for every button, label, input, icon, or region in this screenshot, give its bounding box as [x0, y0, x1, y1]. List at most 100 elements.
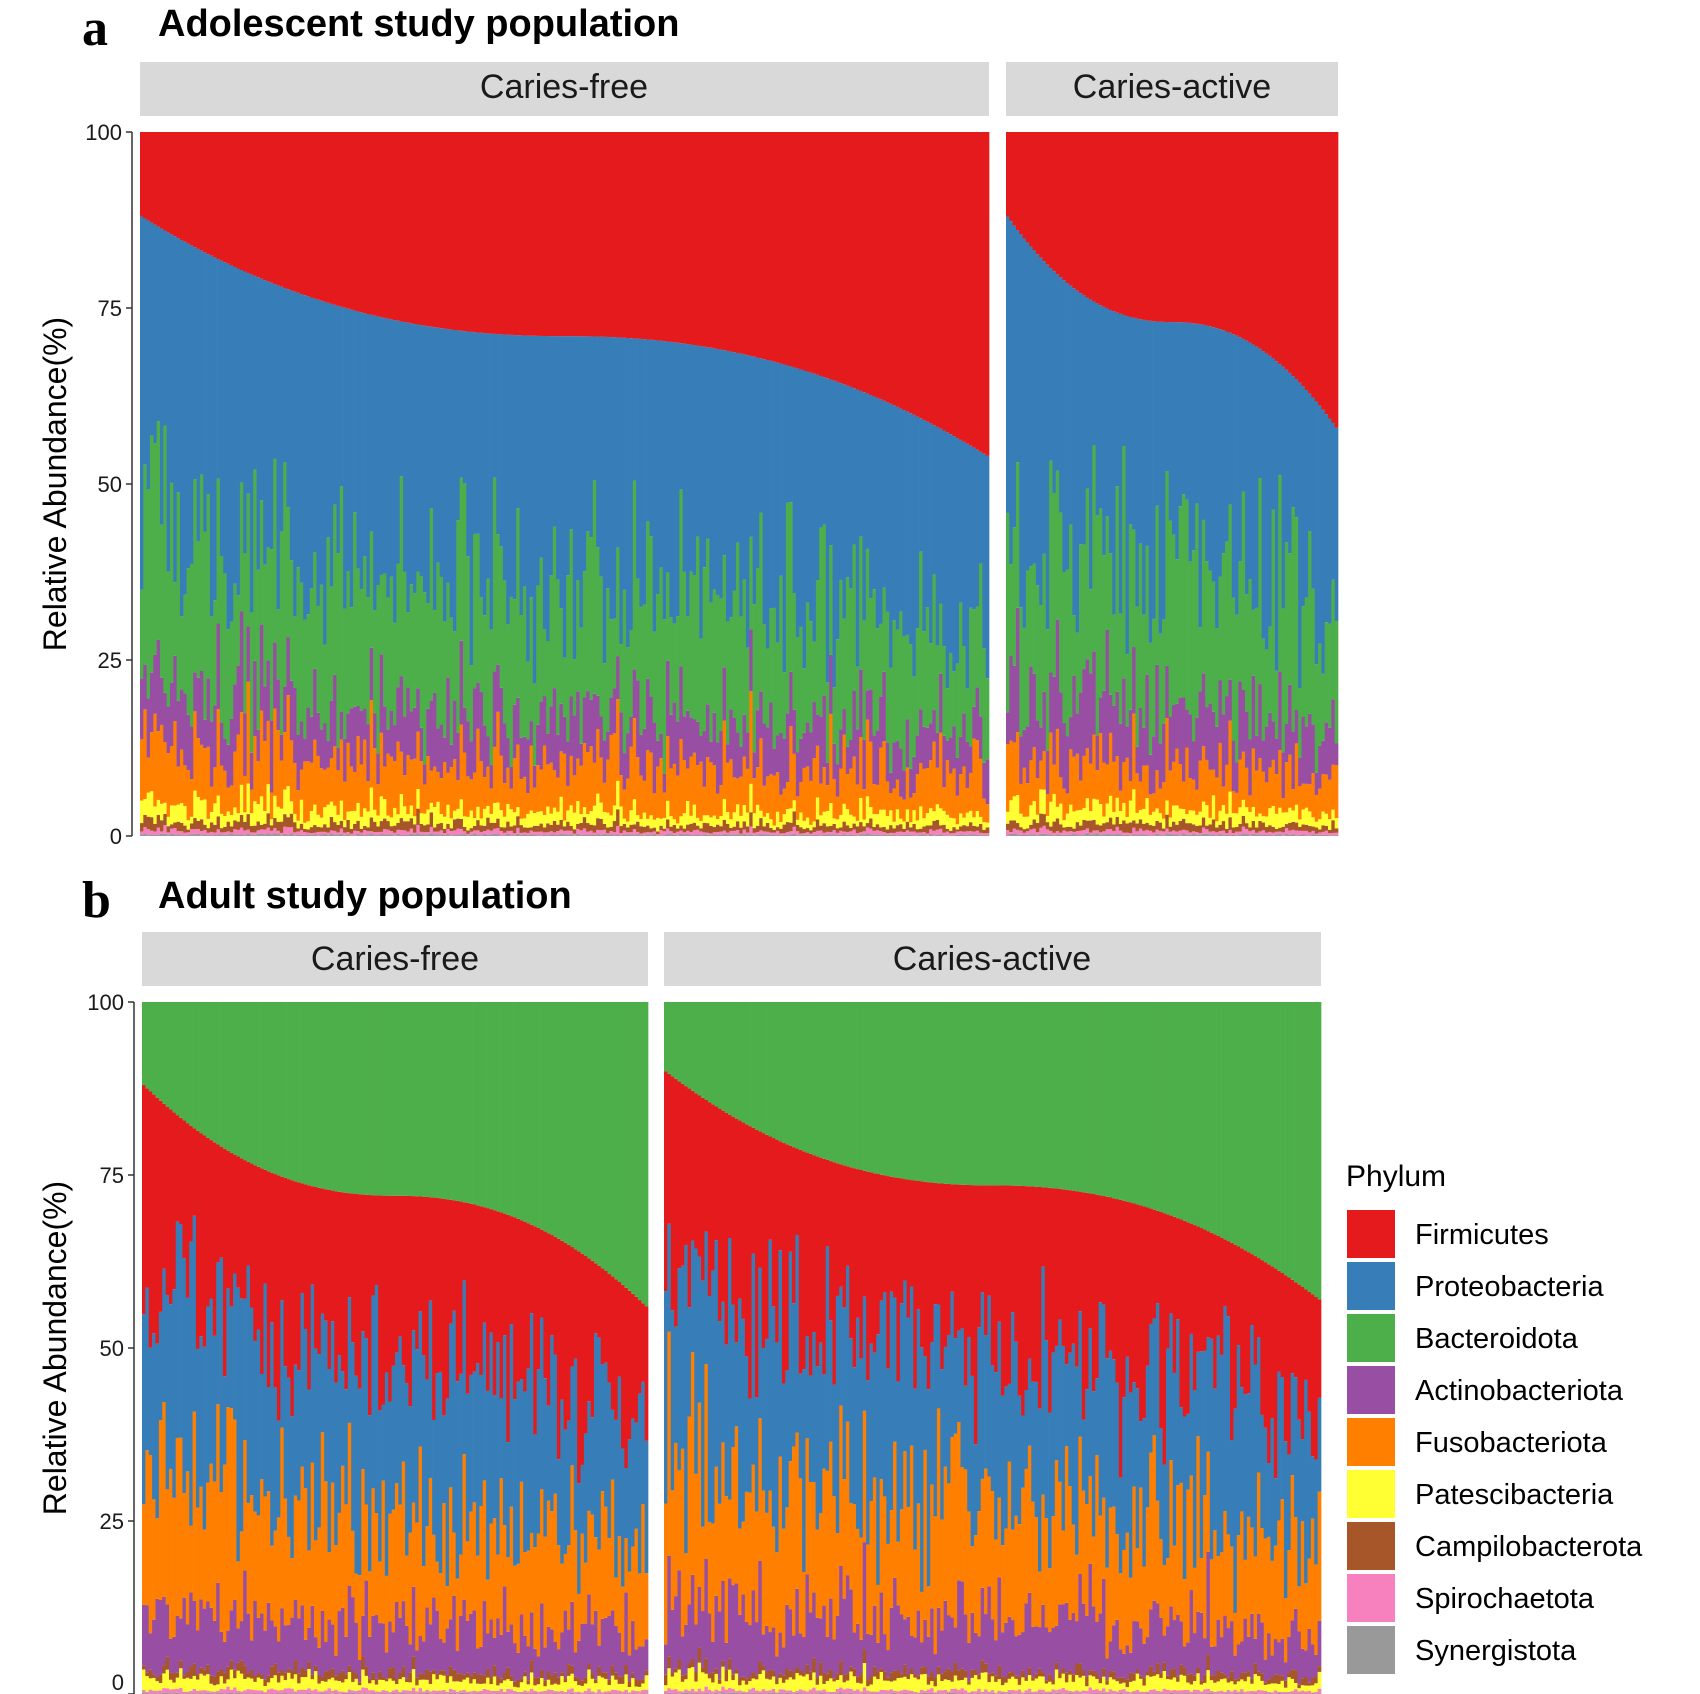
bar-segment-synergistota [199, 835, 204, 836]
bar-segment-bacteroidota [749, 536, 753, 630]
bar-segment-spirochaetota [785, 1690, 790, 1693]
bar-segment-actinobacteriota [273, 1626, 278, 1664]
bar-segment-proteobacteria [179, 1224, 183, 1438]
bar-segment-fusobacteriota [631, 1546, 635, 1621]
bar-segment-synergistota [176, 834, 181, 836]
bar-segment-actinobacteriota [739, 747, 743, 777]
bar-segment-bacteroidota [676, 616, 680, 722]
bar-segment-fusobacteriota [692, 752, 697, 805]
bar-segment-firmicutes [290, 1180, 295, 1417]
bar-segment-campilobacterota [283, 814, 287, 827]
bar-segment-actinobacteriota [664, 1644, 668, 1675]
bar-segment-synergistota [758, 1692, 763, 1694]
bar-segment-fusobacteriota [432, 1534, 436, 1598]
bar-segment-spirochaetota [389, 831, 394, 835]
bar-segment-actinobacteriota [670, 1609, 675, 1674]
bar-segment-bacteroidota [1039, 605, 1043, 728]
bar-segment-fusobacteriota [1248, 795, 1253, 812]
bar-segment-firmicutes [391, 1195, 396, 1366]
bar-segment-synergistota [732, 834, 737, 836]
bar-segment-actinobacteriota [175, 1615, 180, 1673]
bar-segment-patescibacteria [492, 802, 497, 823]
bar-segment-spirochaetota [607, 1691, 612, 1694]
bar-segment-spirochaetota [233, 829, 237, 835]
bar-segment-campilobacterota [637, 1680, 642, 1687]
bar-segment-spirochaetota [199, 1690, 204, 1694]
bar-segment-campilobacterota [1098, 825, 1103, 833]
bar-segment-actinobacteriota [629, 716, 634, 747]
bar-segment-fusobacteriota [442, 761, 447, 817]
bar-segment-campilobacterota [614, 1672, 618, 1680]
bar-segment-proteobacteria [779, 363, 783, 576]
bar-segment-campilobacterota [233, 1669, 237, 1679]
bar-segment-patescibacteria [582, 807, 587, 818]
bar-segment-bacteroidota [751, 1002, 756, 1128]
bar-segment-campilobacterota [609, 826, 614, 832]
bar-segment-actinobacteriota [168, 1638, 173, 1673]
bar-segment-bacteroidota [212, 1002, 217, 1143]
bar-segment-campilobacterota [1191, 824, 1196, 832]
bar-segment-bacteroidota [788, 1002, 793, 1146]
bar-segment-firmicutes [845, 132, 850, 386]
bar-segment-campilobacterota [216, 816, 221, 830]
bar-segment-synergistota [1095, 833, 1100, 836]
bar-segment-proteobacteria [406, 322, 411, 613]
bar-segment-bacteroidota [502, 580, 507, 724]
bar-segment-patescibacteria [1191, 810, 1196, 825]
bar-segment-campilobacterota [985, 827, 990, 834]
bar-segment-actinobacteriota [148, 1633, 153, 1670]
bar-segment-spirochaetota [714, 1689, 719, 1693]
bar-segment-firmicutes [317, 1187, 322, 1355]
bar-segment-bacteroidota [566, 575, 570, 742]
bar-segment-firmicutes [459, 132, 464, 331]
bar-segment-campilobacterota [413, 824, 417, 833]
bar-segment-spirochaetota [808, 1689, 813, 1694]
bar-segment-fusobacteriota [785, 1507, 790, 1605]
bar-segment-synergistota [1291, 833, 1296, 836]
bar-segment-bacteroidota [839, 579, 843, 730]
bar-segment-bacteroidota [222, 1002, 227, 1149]
bar-segment-bacteroidota [529, 597, 534, 722]
bar-segment-proteobacteria [679, 343, 684, 490]
bar-segment-fusobacteriota [452, 1532, 457, 1596]
bar-segment-fusobacteriota [219, 765, 224, 814]
bar-segment-spirochaetota [662, 831, 667, 836]
bar-segment-campilobacterota [735, 821, 740, 830]
bar-segment-proteobacteria [475, 1363, 480, 1556]
bar-segment-campilobacterota [428, 1671, 433, 1685]
bar-segment-actinobacteriota [368, 1636, 372, 1679]
bar-segment-synergistota [734, 1692, 739, 1694]
bar-segment-firmicutes [1049, 132, 1053, 269]
bar-segment-firmicutes [729, 132, 733, 352]
bar-segment-proteobacteria [676, 342, 680, 617]
bar-segment-bacteroidota [559, 608, 564, 704]
bar-segment-patescibacteria [596, 793, 600, 819]
bar-segment-synergistota [570, 1692, 575, 1694]
bar-segment-actinobacteriota [1238, 681, 1243, 760]
bar-segment-firmicutes [329, 132, 334, 304]
bar-segment-firmicutes [1311, 132, 1316, 398]
bar-segment-fusobacteriota [213, 767, 217, 804]
bar-segment-actinobacteriota [1195, 717, 1199, 790]
bar-segment-fusobacteriota [699, 761, 704, 821]
bar-segment-campilobacterota [1065, 826, 1070, 832]
bar-segment-campilobacterota [677, 1659, 682, 1670]
bar-segment-proteobacteria [1298, 382, 1302, 689]
bar-segment-synergistota [862, 834, 867, 836]
bar-segment-bacteroidota [1268, 626, 1272, 713]
bar-segment-actinobacteriota [213, 705, 217, 768]
bar-segment-patescibacteria [163, 802, 167, 815]
bar-segment-proteobacteria [213, 257, 217, 601]
bar-segment-proteobacteria [1072, 288, 1077, 616]
bar-segment-actinobacteriota [313, 668, 317, 740]
bar-segment-firmicutes [731, 1116, 736, 1305]
bar-segment-campilobacterota [781, 1675, 786, 1683]
bar-segment-bacteroidota [472, 1002, 477, 1205]
bar-segment-spirochaetota [1294, 830, 1299, 836]
bar-segment-synergistota [1211, 834, 1216, 836]
bar-segment-synergistota [909, 834, 913, 836]
bar-segment-firmicutes [1055, 132, 1060, 275]
bar-segment-synergistota [859, 834, 863, 836]
bar-segment-bacteroidota [313, 552, 317, 669]
bar-segment-patescibacteria [421, 1679, 426, 1692]
